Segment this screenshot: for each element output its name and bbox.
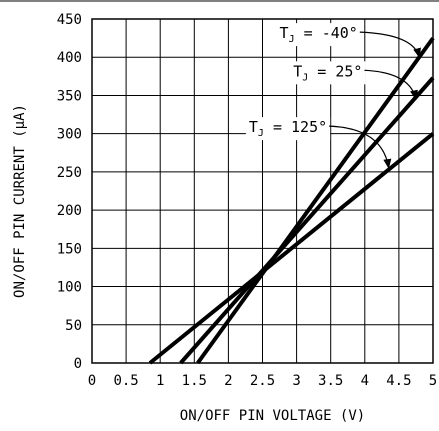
x-tick-label: 0 [88,373,96,389]
x-tick-label: 1 [156,373,164,389]
series-line-2 [148,132,435,365]
y-tick-label: 150 [57,241,82,257]
annotation-bg-2 [245,117,331,141]
x-tick-label: 3 [292,373,300,389]
x-tick-label: 3.5 [318,373,343,389]
series-annotation-0: TJ = -40° [280,24,358,45]
y-tick-label: 0 [74,356,82,372]
annotation-arrow-0 [359,31,421,59]
y-tick-label: 200 [57,203,82,219]
plot-frame [91,18,434,364]
y-tick-label: 100 [57,280,82,296]
series-line-0 [196,36,435,365]
x-tick-label: 0.5 [113,373,138,389]
x-tick-label: 2 [224,373,232,389]
x-tick-label: 4.5 [386,373,411,389]
x-tick-label: 5 [429,373,437,389]
annotation-bg-0 [276,23,361,47]
annotation-bg-1 [290,61,366,85]
grid [91,18,434,364]
y-tick-label: 350 [57,88,82,104]
y-tick-label: 250 [57,165,82,181]
x-tick-label: 2.5 [250,373,275,389]
series-group [148,36,435,365]
y-tick-label: 450 [57,12,82,28]
y-axis-title: ON/OFF PIN CURRENT (μA) [12,104,28,298]
series-annotation-2: TJ = 125° [249,118,327,139]
y-tick-label: 300 [57,127,82,143]
annotation-arrow-2 [329,125,392,170]
y-tick-label: 50 [65,318,82,334]
annotation-arrow-1 [364,69,418,101]
series-annotation-1: TJ = 25° [293,62,362,83]
y-tick-label: 400 [57,50,82,66]
tick-labels: 0 0.5 1 1.5 2 2.5 3 3.5 4 4.5 50501001502002503003… [57,12,438,389]
annotations: TJ = -40° TJ = 25° TJ = 125° [245,23,421,170]
series-line-1 [179,76,435,365]
x-tick-label: 4 [361,373,369,389]
x-tick-label: 1.5 [182,373,207,389]
x-axis-title: ON/OFF PIN VOLTAGE (V) [180,408,365,424]
